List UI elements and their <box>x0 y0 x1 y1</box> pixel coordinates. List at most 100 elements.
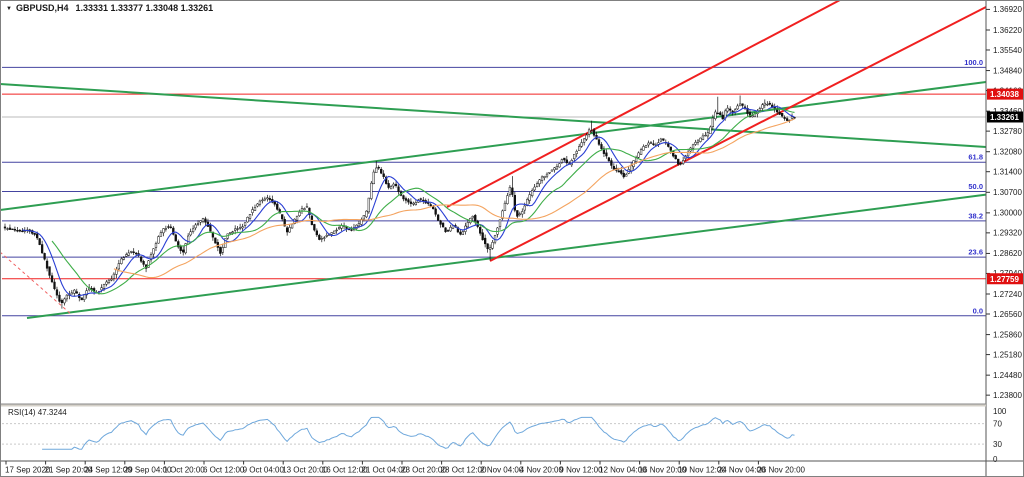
bull-candle <box>290 223 294 229</box>
bull-candle <box>236 228 239 230</box>
price-box-1.27759[interactable] <box>987 273 1024 285</box>
rsi-label: RSI(14) 47.3244 <box>8 408 67 417</box>
price-box-value: 1.33261 <box>990 113 1019 122</box>
bear-candle <box>674 155 677 160</box>
bull-candle <box>763 102 766 106</box>
bull-candle <box>560 159 564 163</box>
bull-candle <box>85 290 88 296</box>
trendlines[interactable] <box>0 0 987 319</box>
bull-candle <box>159 232 163 237</box>
price-box-1.33261[interactable] <box>987 111 1024 123</box>
bull-candle <box>258 200 262 205</box>
bull-candle <box>790 116 794 119</box>
fibonacci-retracement[interactable]: 100.0 61.8 50.0 38.2 23.6 0.0 <box>2 58 986 317</box>
bull-candle <box>234 228 237 231</box>
green-ascending-upper[interactable] <box>0 80 987 211</box>
bull-candle <box>305 206 309 208</box>
bear-candle <box>600 144 603 149</box>
symbol-dropdown-icon[interactable]: ▼ <box>6 6 12 12</box>
bull-candle <box>253 207 257 211</box>
bull-candle <box>714 111 717 120</box>
bear-candle <box>18 229 22 232</box>
price-tick-label: 1.28620 <box>993 249 1022 258</box>
bull-candle <box>704 134 707 137</box>
bear-candle <box>397 186 400 192</box>
time-tick-label: 16 Oct 12:00 <box>322 466 368 475</box>
bear-candle <box>402 195 405 200</box>
bear-candle <box>652 143 655 146</box>
bull-candle <box>333 230 336 234</box>
bull-candle <box>590 130 593 132</box>
chart-title-bar[interactable]: ▼ GBPUSD,H4 1.33331 1.33377 1.33048 1.3326… <box>6 3 213 13</box>
time-tick-label: 24 Nov 04:00 <box>718 466 766 475</box>
bull-candle <box>367 197 370 213</box>
bear-candle <box>273 201 276 205</box>
time-tick-label: 16 Nov 20:00 <box>639 466 687 475</box>
bear-candle <box>45 260 49 269</box>
bear-candle <box>513 195 517 211</box>
bear-candle <box>785 118 789 121</box>
bear-candle <box>53 281 56 289</box>
fib-label-38.2: 38.2 <box>968 211 983 220</box>
bear-candle <box>313 224 316 231</box>
red-channel-right[interactable] <box>489 6 987 262</box>
bull-candle <box>6 228 9 230</box>
green-ascending-lower[interactable] <box>26 193 987 319</box>
bear-candle <box>419 198 422 200</box>
bull-candle <box>533 186 536 191</box>
rsi-indicator-pane <box>2 416 986 450</box>
bear-candle <box>132 251 135 253</box>
bull-candle <box>644 145 648 148</box>
bear-candle <box>592 129 596 136</box>
time-tick-label: 17 Sep 2020 <box>5 466 51 475</box>
green-descending[interactable] <box>0 83 987 148</box>
bear-candle <box>38 238 41 245</box>
bear-candle <box>394 183 398 186</box>
price-tick-label: 1.34840 <box>993 66 1022 75</box>
bear-candle <box>80 297 83 301</box>
bull-candle <box>545 173 549 177</box>
bull-candle <box>154 243 158 248</box>
bull-candle <box>187 235 190 245</box>
time-tick-label: 9 Oct 04:00 <box>243 466 285 475</box>
rsi-axis-label: 0 <box>993 455 998 464</box>
bear-candle <box>669 146 672 151</box>
bear-candle <box>649 142 653 144</box>
bear-candle <box>177 241 180 248</box>
red-dashed-short[interactable] <box>0 251 73 316</box>
bear-candle <box>204 218 207 223</box>
bear-candle <box>13 228 17 231</box>
bull-candle <box>550 169 554 172</box>
bull-candle <box>112 273 116 279</box>
bear-candle <box>55 289 59 296</box>
red-channel-left[interactable] <box>446 0 841 208</box>
bull-candle <box>548 171 551 174</box>
price-box-1.34038[interactable] <box>987 88 1024 100</box>
bear-candle <box>48 266 51 276</box>
horizontal-price-lines[interactable] <box>2 93 986 280</box>
symbol-period-label: GBPUSD,H4 <box>15 3 69 13</box>
price-axis[interactable]: 1.369201.362201.355401.348401.341601.334… <box>985 0 1024 477</box>
bear-candle <box>429 204 432 207</box>
bull-candle <box>414 202 418 206</box>
bear-candle <box>565 159 568 164</box>
bear-candle <box>781 112 784 117</box>
bull-candle <box>288 227 291 233</box>
bull-candle <box>162 228 165 234</box>
pane-separator[interactable] <box>0 404 986 407</box>
bull-candle <box>506 195 509 204</box>
bull-candle <box>127 252 130 256</box>
bull-candle <box>711 117 715 127</box>
moving-average-lines <box>22 106 795 297</box>
bear-candle <box>283 218 286 227</box>
bull-candle <box>266 197 269 200</box>
bull-candle <box>251 209 254 213</box>
bull-candle <box>325 235 328 237</box>
bull-candle <box>518 213 521 216</box>
bull-candle <box>375 167 378 173</box>
bull-candle <box>189 231 192 236</box>
bull-candle <box>585 134 588 140</box>
bull-candle <box>100 287 103 291</box>
bear-candle <box>377 166 380 169</box>
